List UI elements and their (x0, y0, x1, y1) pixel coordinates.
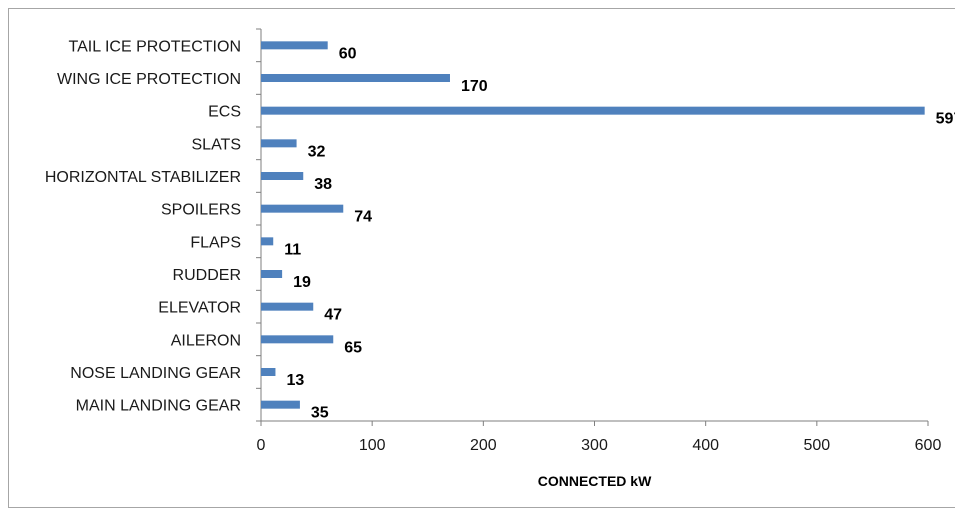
x-tick-label: 300 (581, 437, 608, 454)
category-label: ELEVATOR (158, 300, 241, 317)
x-tick-label: 0 (257, 437, 266, 454)
data-label: 11 (284, 241, 301, 258)
bar (261, 41, 328, 50)
chart-bars (261, 41, 925, 409)
x-tick-labels: 0 100 200 300 400 500 600 (257, 437, 942, 454)
category-label: WING ICE PROTECTION (57, 71, 241, 88)
data-label: 65 (344, 339, 362, 356)
bar (261, 302, 314, 311)
x-tick-label: 500 (803, 437, 830, 454)
data-label: 19 (293, 274, 311, 291)
x-axis-title: CONNECTED kW (538, 473, 652, 489)
data-label: 170 (461, 78, 488, 95)
bar (261, 74, 450, 82)
category-label: RUDDER (173, 267, 241, 284)
category-label: FLAPS (190, 234, 241, 251)
category-labels: TAIL ICE PROTECTION WING ICE PROTECTION EC… (45, 38, 241, 414)
bar (261, 139, 297, 148)
x-tick-label: 200 (470, 437, 497, 454)
bar (261, 335, 334, 344)
category-label: TAIL ICE PROTECTION (69, 38, 241, 55)
bar (261, 172, 304, 180)
bar (261, 237, 274, 246)
category-label: NOSE LANDING GEAR (70, 365, 241, 382)
category-label: SLATS (192, 136, 242, 153)
bar (261, 368, 276, 376)
data-label: 13 (286, 372, 304, 389)
category-label: AILERON (171, 332, 241, 349)
bar (261, 270, 283, 278)
data-label: 35 (311, 405, 329, 422)
category-label: SPOILERS (161, 202, 241, 219)
data-label: 60 (339, 45, 357, 62)
chart-axes (256, 28, 929, 426)
bar (261, 106, 925, 115)
chart-frame (8, 8, 955, 508)
data-label: 32 (308, 143, 326, 160)
bar (261, 204, 344, 213)
data-label: 74 (354, 209, 372, 226)
category-label: MAIN LANDING GEAR (76, 398, 241, 415)
data-label: 597 (936, 111, 955, 128)
data-label: 47 (324, 307, 342, 324)
bar (261, 400, 300, 409)
x-tick-label: 400 (692, 437, 719, 454)
data-label: 38 (314, 176, 332, 193)
category-label: HORIZONTAL STABILIZER (45, 169, 241, 186)
x-tick-label: 600 (915, 437, 942, 454)
x-tick-label: 100 (359, 437, 386, 454)
category-label: ECS (208, 104, 241, 121)
